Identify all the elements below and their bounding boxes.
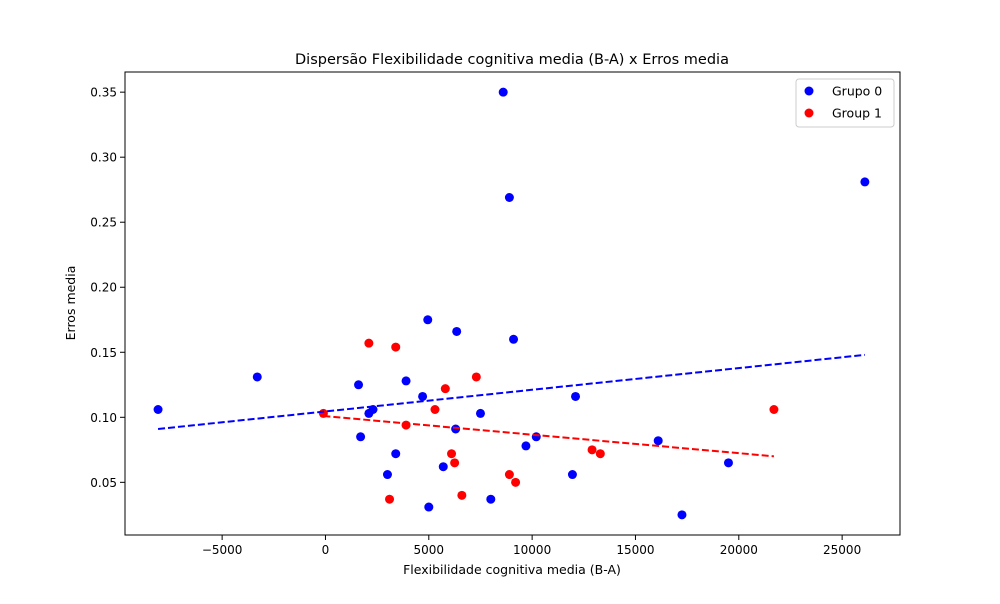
trendlines-layer (157, 353, 865, 458)
legend-label: Grupo 0 (832, 84, 882, 99)
x-tick-label: 20000 (720, 543, 758, 557)
data-point (509, 334, 519, 344)
data-point (498, 87, 508, 97)
data-point (391, 449, 401, 459)
data-point (424, 502, 434, 512)
data-point (677, 510, 687, 520)
data-point (430, 404, 440, 414)
data-point (252, 372, 262, 382)
data-point (571, 391, 581, 401)
data-point (653, 436, 663, 446)
data-point (364, 338, 374, 348)
data-point (447, 449, 457, 459)
data-point (567, 470, 577, 480)
legend-box (795, 78, 895, 128)
y-tick-label: 0.30 (90, 151, 117, 165)
data-point (723, 458, 733, 468)
data-point (354, 380, 364, 390)
y-tick-label: 0.35 (90, 86, 117, 100)
data-point (595, 449, 605, 459)
data-point (356, 432, 366, 442)
data-point (440, 384, 450, 394)
data-point (401, 420, 411, 430)
y-tick-label: 0.15 (90, 346, 117, 360)
data-point (457, 490, 467, 500)
x-tick-label: 10000 (513, 543, 551, 557)
data-point (504, 470, 514, 480)
data-point (511, 477, 521, 487)
y-tick-label: 0.05 (90, 476, 117, 490)
points-layer (153, 87, 870, 520)
y-tick-label: 0.10 (90, 411, 117, 425)
data-point (382, 470, 392, 480)
data-point (450, 458, 460, 468)
data-point (471, 372, 481, 382)
data-point (860, 177, 870, 187)
plot-frame (124, 71, 901, 536)
trend-line (323, 415, 775, 458)
x-tick-label: −5000 (202, 543, 243, 557)
data-point (504, 193, 514, 203)
data-point (531, 432, 541, 442)
data-point (587, 445, 597, 455)
data-point (769, 404, 779, 414)
x-axis-label: Flexibilidade cognitiva media (B-A) (403, 562, 621, 577)
data-point (423, 315, 433, 325)
data-point (385, 494, 395, 504)
legend: Grupo 0 Group 1 (795, 78, 895, 128)
data-point (521, 441, 531, 451)
legend-label: Group 1 (832, 106, 882, 121)
y-tick-label: 0.25 (90, 216, 117, 230)
y-tick-label: 0.20 (90, 281, 117, 295)
data-point (153, 404, 163, 414)
data-point (475, 408, 485, 418)
data-point (452, 326, 462, 336)
data-point (438, 462, 448, 472)
data-point (486, 494, 496, 504)
trend-line (157, 353, 865, 430)
data-point (401, 376, 411, 386)
legend-marker (804, 86, 814, 96)
axes-layer: −5000 0 5000 10000 15000 20000 25000 0.05 0.10 0.… (90, 71, 901, 557)
y-axis-label: Erros media (63, 266, 78, 341)
data-point (391, 342, 401, 352)
data-point (418, 391, 428, 401)
x-tick-label: 5000 (414, 543, 445, 557)
x-tick-label: 15000 (616, 543, 654, 557)
x-tick-label: 25000 (823, 543, 861, 557)
legend-marker (804, 108, 814, 118)
chart-title: Dispersão Flexibilidade cognitiva media … (295, 52, 729, 68)
x-tick-label: 0 (322, 543, 330, 557)
